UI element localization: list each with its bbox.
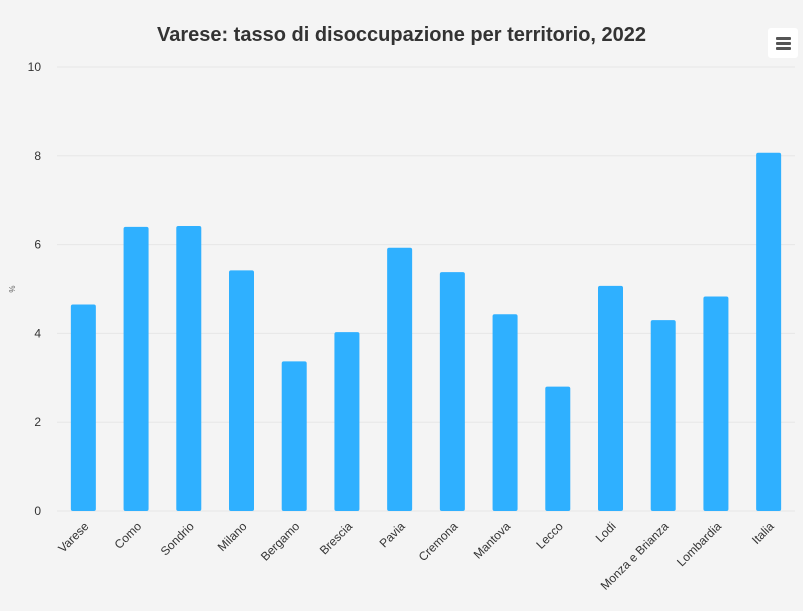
bar[interactable] [439,272,465,511]
y-tick-label: 8 [34,149,41,163]
y-tick-label: 2 [34,415,41,429]
chart-title: Varese: tasso di disoccupazione per terr… [156,24,647,46]
bar[interactable] [598,285,623,511]
x-tick-label: Bergamo [258,519,303,564]
x-tick-label: Brescia [317,519,355,557]
y-axis-ticks: 0 2 4 6 8 10 [28,60,42,518]
x-tick-label: Sondrio [158,519,197,558]
bar[interactable] [176,225,202,511]
y-tick-label: 4 [34,326,41,340]
bar[interactable] [545,386,571,511]
menu-line [776,42,791,45]
x-tick-label: Italia [749,519,777,547]
y-axis-title: % [8,285,17,292]
x-tick-label: Lecco [533,519,566,552]
y-tick-label: 6 [34,238,41,252]
bar[interactable] [229,270,254,511]
bar[interactable] [123,226,149,511]
hamburger-menu-icon[interactable] [768,28,798,58]
x-tick-label: Como [112,519,145,552]
x-tick-label: Cremona [416,519,461,564]
bar[interactable] [492,314,518,511]
x-axis-labels: Varese Como Sondrio Milano Bergamo Brescia Pav… [55,519,777,593]
x-tick-label: Mantova [471,519,514,562]
x-tick-label: Milano [215,519,250,554]
x-tick-label: Pavia [377,519,408,550]
bar[interactable] [703,296,729,511]
grid-lines [57,66,795,512]
y-tick-label: 10 [28,60,42,74]
x-tick-label: Varese [55,519,91,555]
bar[interactable] [756,152,782,511]
bar[interactable] [334,332,360,511]
menu-line [776,37,791,40]
bar[interactable] [70,304,96,511]
bar[interactable] [650,320,676,511]
x-tick-label: Lodi [593,519,619,545]
x-tick-label: Lombardia [674,519,724,569]
bars [70,152,782,511]
y-tick-label: 0 [34,504,41,518]
bar[interactable] [281,361,307,511]
menu-line [776,47,791,50]
bar[interactable] [387,247,413,511]
